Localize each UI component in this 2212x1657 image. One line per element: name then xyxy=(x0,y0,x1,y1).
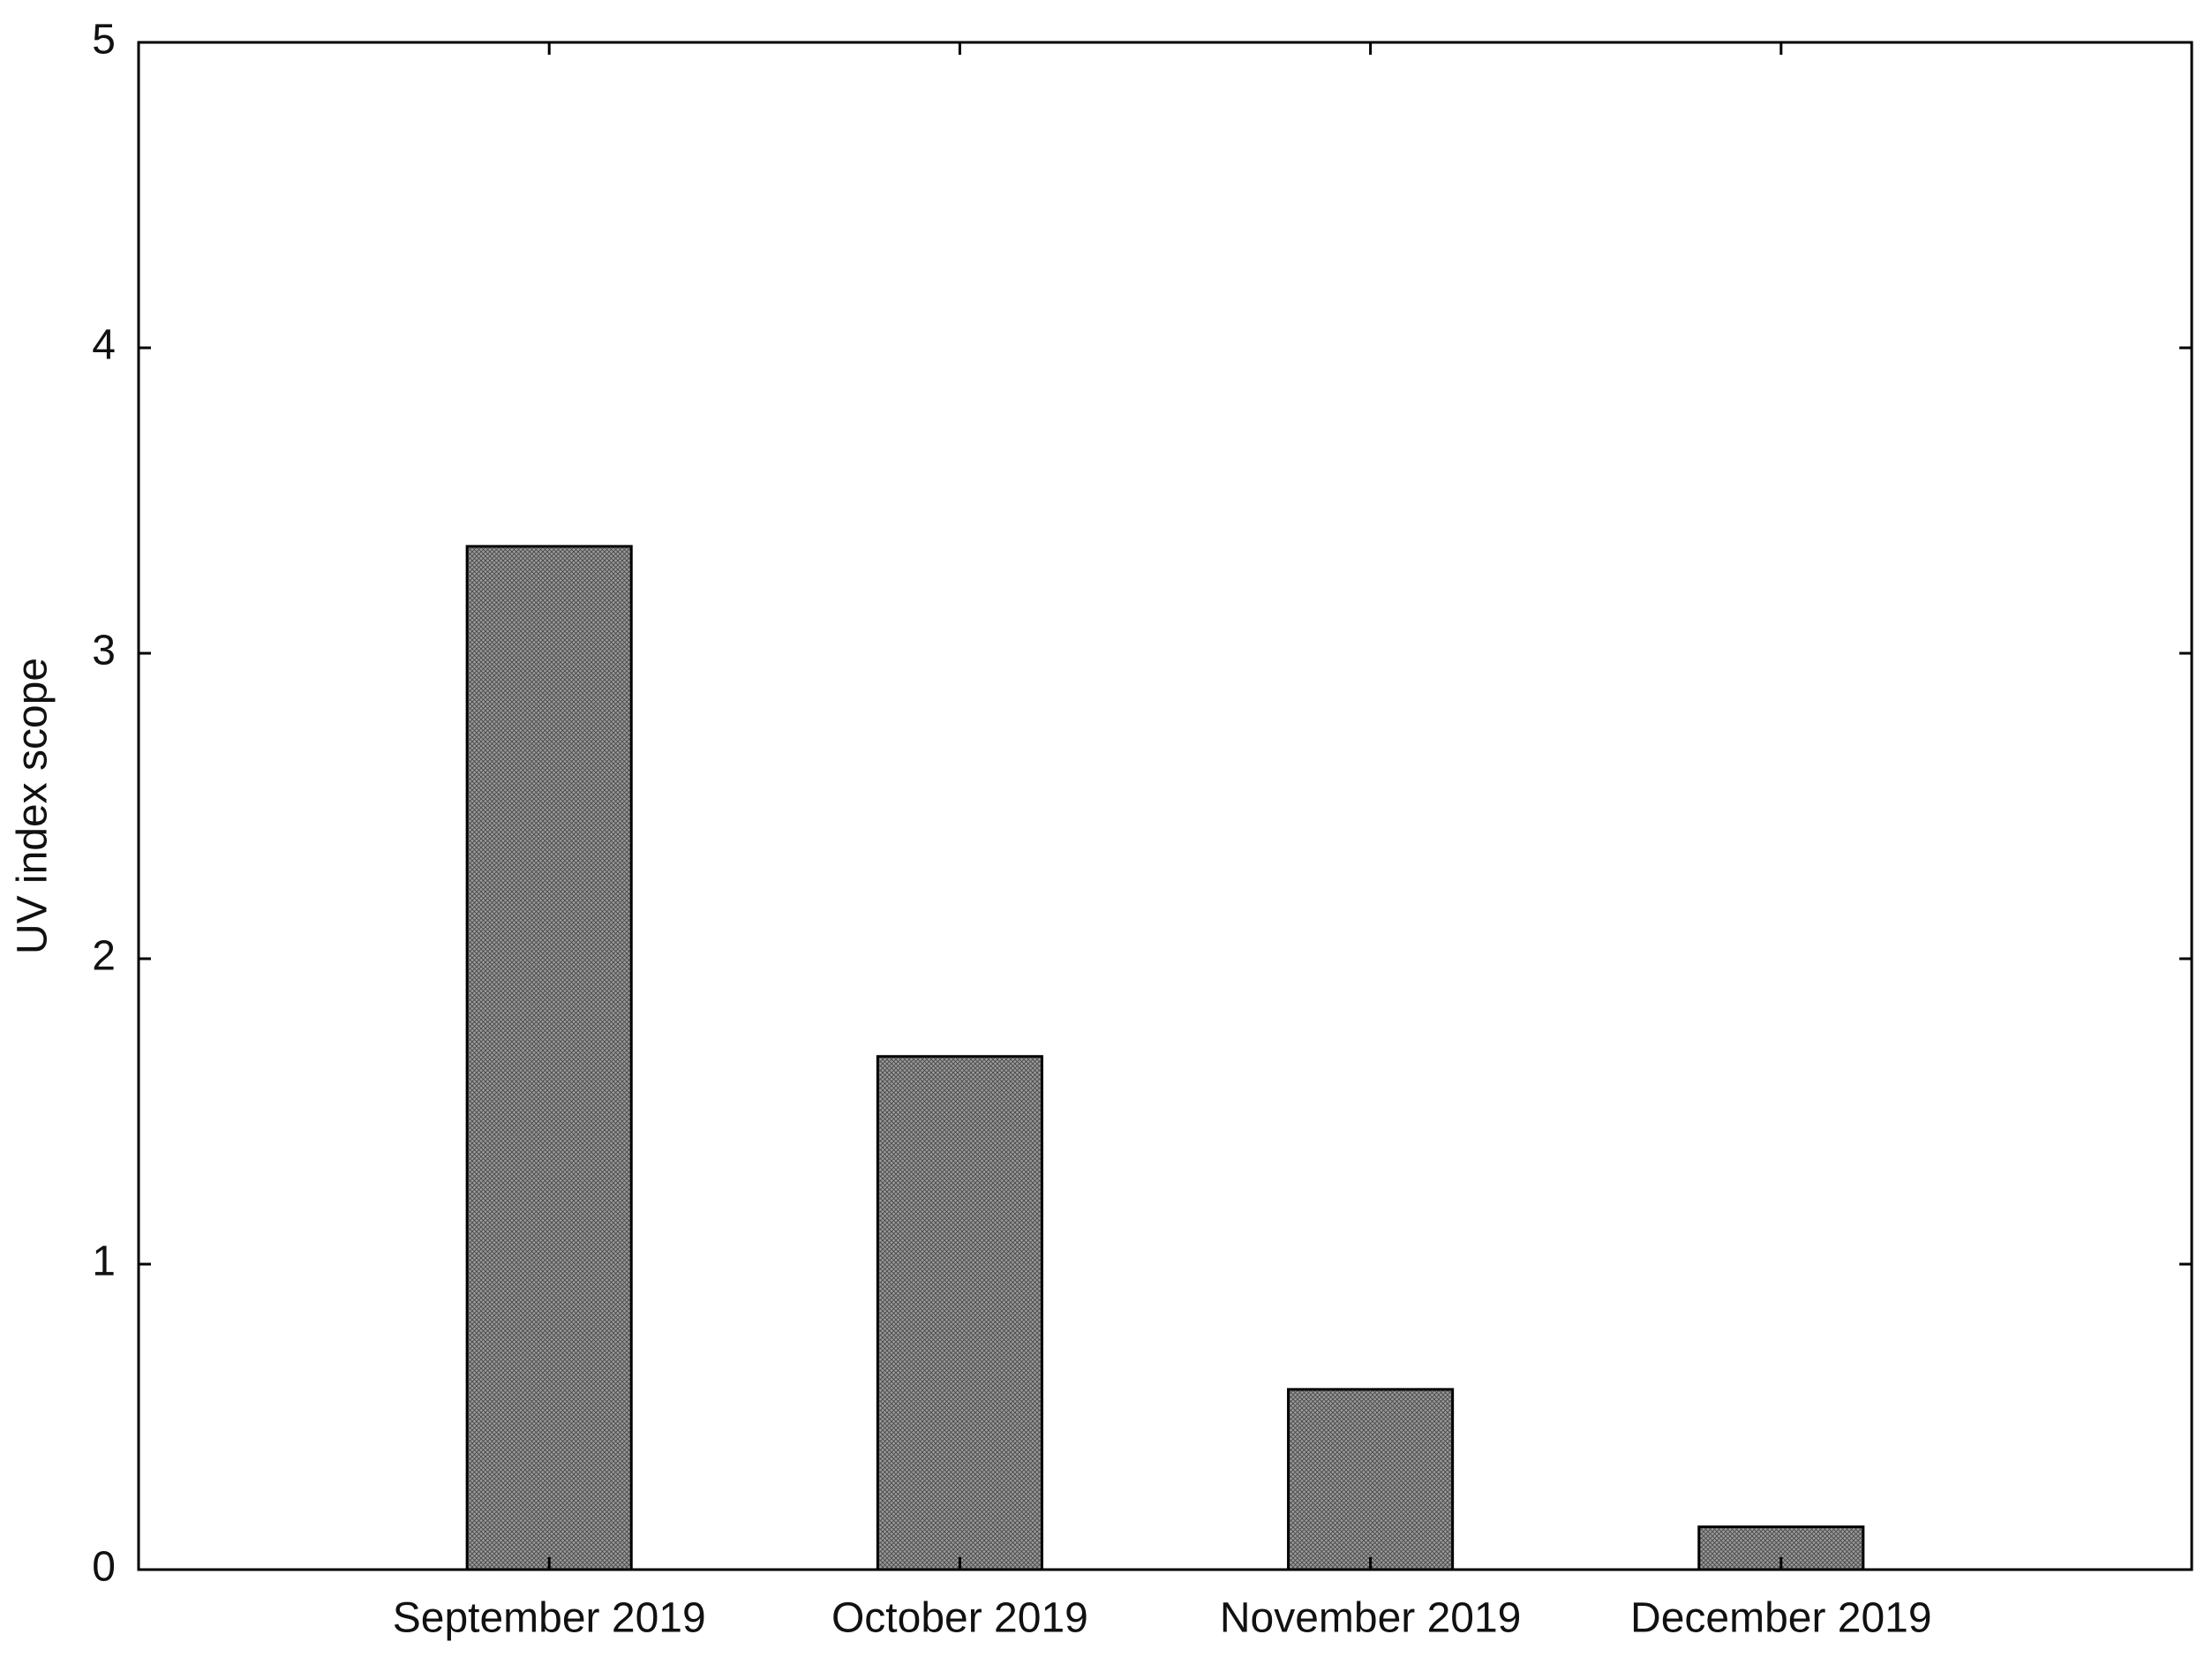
bar xyxy=(1287,1388,1455,1571)
y-tick-label: 3 xyxy=(92,628,116,674)
y-tick-label: 2 xyxy=(92,933,116,980)
x-tick-label: October 2019 xyxy=(831,1595,1088,1642)
y-axis-label: UV index scope xyxy=(10,658,56,954)
y-tick-label: 5 xyxy=(92,17,116,64)
y-tick-label: 0 xyxy=(92,1544,116,1591)
plot-frame xyxy=(137,41,2193,1571)
y-tick-label: 4 xyxy=(92,322,116,369)
x-tick-label: September 2019 xyxy=(393,1595,706,1642)
x-tick-label: December 2019 xyxy=(1630,1595,1932,1642)
bar xyxy=(876,1055,1043,1571)
y-tick-label: 1 xyxy=(92,1239,116,1285)
bar xyxy=(465,545,633,1571)
x-tick-label: November 2019 xyxy=(1220,1595,1522,1642)
